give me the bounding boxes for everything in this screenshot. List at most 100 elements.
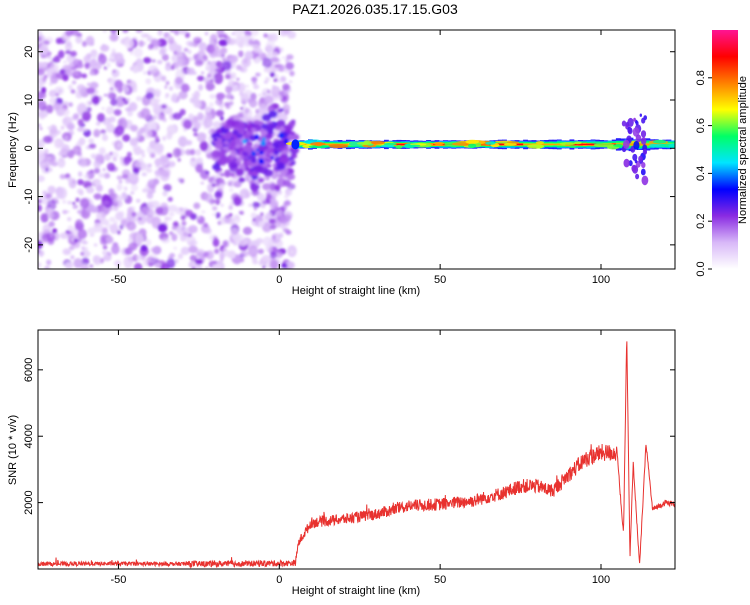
noise-blob [103,94,108,97]
noise-cluster-blob [243,144,253,153]
y-tick-label: -20 [23,237,35,253]
noise-blob [215,100,220,105]
noise-blob [201,133,207,138]
noise-blob [193,202,201,210]
noise-blob [77,210,81,214]
noise-blob [165,81,170,85]
disturbance-blob [639,113,642,117]
noise-blob [171,233,178,242]
noise-blob [266,53,271,57]
noise-blob [225,85,233,94]
noise-blob [44,265,50,269]
noise-blob [38,204,43,212]
noise-blob [114,195,123,204]
noise-blob [282,30,292,35]
y-tick-label: -10 [23,189,35,205]
snr-frame [37,329,676,570]
noise-blob [133,87,138,93]
noise-blob [93,159,101,169]
noise-blob [64,41,73,52]
noise-blob [151,59,156,63]
noise-blob [39,127,43,130]
noise-blob [135,30,143,33]
noise-blob [81,246,85,251]
noise-blob [180,246,190,255]
noise-blob [178,30,188,35]
noise-cluster-peak [242,139,247,144]
noise-blob [38,199,43,204]
noise-blob [197,40,201,44]
noise-blob [145,92,155,100]
noise-blob [93,255,102,266]
noise-blob [157,223,168,233]
signal-band-segment [324,143,330,146]
noise-blob [193,90,200,99]
noise-cluster-peak [260,140,267,147]
noise-blob [127,110,133,117]
disturbance-blob [633,141,640,150]
noise-cluster-blob [230,155,236,160]
x-tick-label: 50 [434,274,446,286]
noise-blob [124,38,134,49]
signal-band-segment [586,143,592,146]
noise-blob [135,96,143,102]
noise-cluster-blob [278,173,284,178]
noise-blob [236,64,242,71]
noise-cluster-blob [211,150,221,158]
signal-band [285,113,675,186]
signal-band-segment [578,143,583,146]
noise-blob [252,81,257,85]
noise-cluster-blob [261,123,269,130]
noise-blob [265,212,273,221]
noise-cluster-blob [286,173,296,181]
signal-band-blob [395,145,403,149]
noise-blob [38,149,45,161]
noise-blob [102,245,108,250]
noise-blob [146,35,153,42]
noise-blob [39,160,49,169]
signal-band-segment [514,143,520,146]
noise-blob [77,229,88,239]
noise-blob [133,262,143,269]
colorbar: 0.0 0.2 0.4 0.6 0.8 Normalized spectral ampl… [695,30,749,277]
noise-blob [130,124,139,132]
noise-blob [250,92,257,101]
noise-cluster-peak [279,133,285,139]
noise-blob [271,86,281,98]
noise-blob [152,88,162,97]
noise-blob [72,145,82,156]
noise-blob [91,53,98,60]
noise-blob [195,249,205,256]
noise-blob [211,183,216,187]
noise-blob [153,149,159,154]
noise-blob [46,259,51,265]
noise-blob [140,244,148,252]
noise-blob [128,237,135,244]
noise-blob [113,260,120,266]
noise-blob [49,128,59,138]
noise-blob [238,239,248,246]
noise-blob [110,30,118,34]
noise-blob [215,198,221,205]
noise-blob [226,37,232,44]
noise-blob [138,40,145,47]
noise-cluster-blob [237,152,242,156]
noise-blob [233,196,242,206]
noise-blob [49,82,53,86]
noise-blob [241,57,251,68]
noise-blob [128,173,138,181]
noise-blob [82,180,92,189]
noise-blob [55,37,63,45]
noise-blob [282,83,290,91]
noise-blob [144,128,153,139]
noise-blob [184,209,194,217]
noise-blob [222,240,228,248]
noise-blob [281,263,288,269]
noise-blob [274,64,279,68]
noise-blob [96,211,106,222]
noise-blob [110,87,114,90]
noise-blob [38,85,42,90]
noise-cluster-peak [251,151,256,156]
noise-blob [164,216,170,222]
noise-blob [92,178,101,186]
